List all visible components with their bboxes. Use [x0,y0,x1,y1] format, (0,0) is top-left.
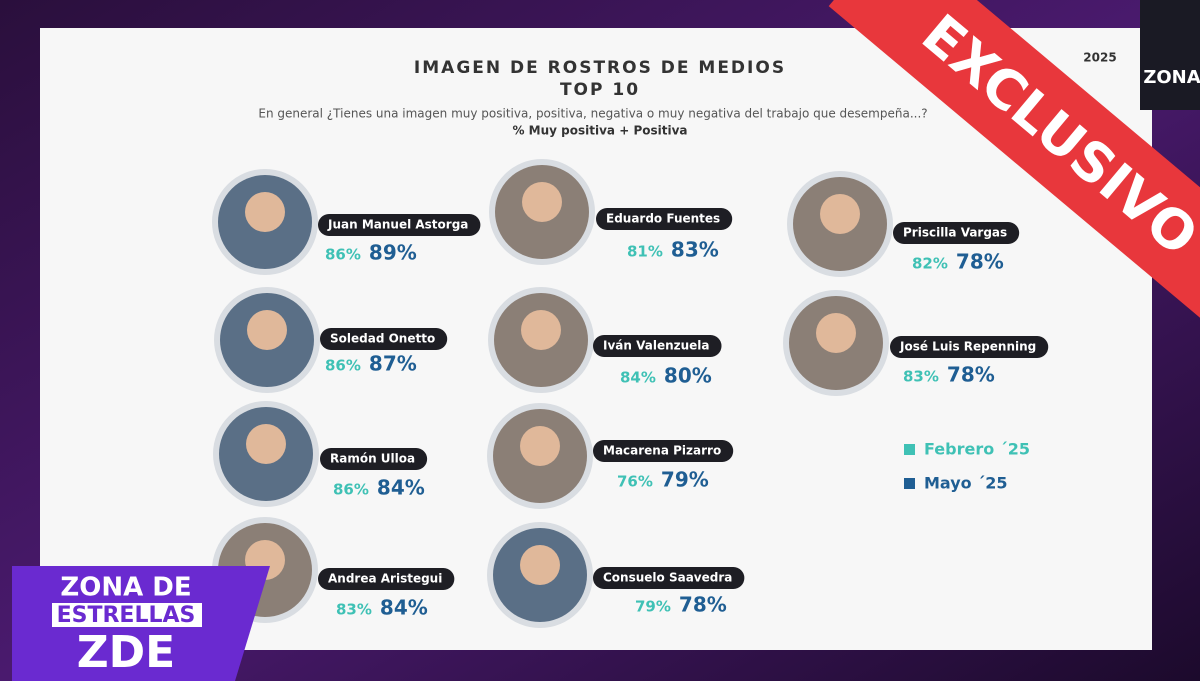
name-pill [318,214,481,236]
value-febrero: 86% [325,246,361,264]
value-mayo: 80% [664,364,712,388]
value-mayo: 78% [956,250,1004,274]
value-mayo: 84% [377,476,425,500]
name-pill [596,208,733,230]
name-pill [593,440,734,462]
logo: ZONA DE ESTRELLAS ZDE [12,566,270,681]
photo-head [520,545,560,585]
name: Macarena Pizarro [603,444,721,458]
photo-head [820,194,860,234]
question: En general ¿Tienes una imagen muy positi… [258,107,927,121]
name: Ramón Ulloa [330,452,415,466]
name: Iván Valenzuela [603,339,710,353]
name: Priscilla Vargas [903,226,1007,240]
legend-swatch [904,444,915,455]
value-mayo: 87% [369,352,417,376]
title: IMAGEN DE ROSTROS DE MEDIOS [414,58,786,78]
value-febrero: 86% [325,357,361,375]
people: Juan Manuel Astorga 86% 89% Eduardo Fuentes… [212,159,1049,628]
value-mayo: 78% [947,363,995,387]
photo-head [247,310,287,350]
name: Eduardo Fuentes [606,212,720,226]
photo-head [521,310,561,350]
badge-bar [828,0,1200,341]
corner-logo-bg [1140,0,1200,110]
name: Andrea Aristegui [328,572,442,586]
legend-label: Febrero ´25 [924,440,1030,459]
value-febrero: 86% [333,481,369,499]
value-febrero: 83% [903,368,939,386]
value-febrero: 83% [336,601,372,619]
photo-head [522,182,562,222]
name-pill [320,448,428,470]
photo-head [245,192,285,232]
corner-logo: ZONA [1143,67,1200,88]
value-mayo: 78% [679,593,727,617]
value-mayo: 84% [380,596,428,620]
metric: % Muy positiva + Positiva [512,124,687,138]
name-pill [593,567,745,589]
name: Juan Manuel Astorga [327,218,468,232]
photo-head [816,313,856,353]
value-mayo: 89% [369,241,417,265]
value-febrero: 81% [627,243,663,261]
name-pill [890,336,1049,358]
value-mayo: 79% [661,468,709,492]
value-mayo: 83% [671,238,719,262]
name: José Luis Repenning [899,340,1036,354]
name: Soledad Onetto [330,332,435,346]
name-pill [893,222,1020,244]
name-pill [593,335,722,357]
name: Consuelo Saavedra [603,571,732,585]
value-febrero: 84% [620,369,656,387]
logo-line: ZDE [77,627,175,678]
photo-head [520,426,560,466]
logo-line: ESTRELLAS [57,603,196,628]
year: 2025 [1083,51,1116,65]
photo-head [246,424,286,464]
value-febrero: 79% [635,598,671,616]
logo-line: ZONA DE [60,573,191,603]
legend-swatch [904,478,915,489]
logo-strip [52,603,202,627]
legend-label: Mayo ´25 [924,474,1007,493]
name-pill [318,568,455,590]
subtitle: TOP 10 [560,80,640,100]
name-pill [320,328,448,350]
value-febrero: 76% [617,473,653,491]
value-febrero: 82% [912,255,948,273]
